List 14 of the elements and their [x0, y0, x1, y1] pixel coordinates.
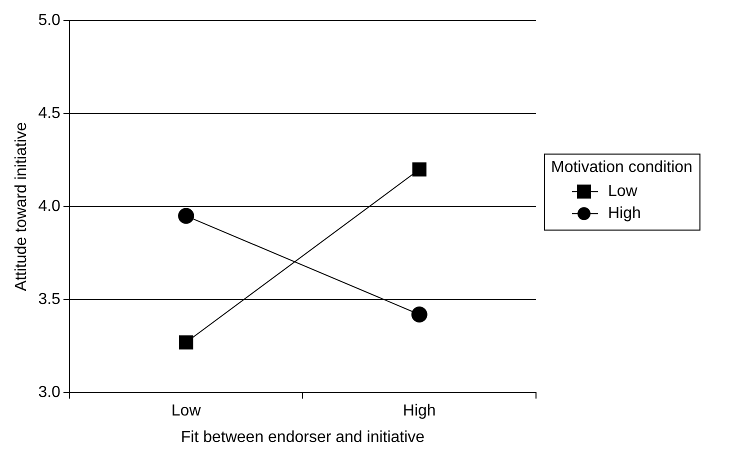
point	[178, 208, 194, 224]
x-axis-title: Fit between endorser and initiative	[180, 428, 425, 446]
point	[179, 335, 194, 350]
y-tick-label: 3.0	[38, 384, 61, 402]
point	[412, 162, 426, 176]
legend-label: High	[608, 205, 641, 222]
y-axis-title: Attitude toward initiative	[13, 122, 30, 292]
legend-title: Motivation condition	[551, 159, 692, 176]
y-tick-label: 4.0	[38, 198, 61, 216]
y-tick-label: 4.5	[38, 105, 61, 122]
y-tick-label: 3.5	[38, 291, 61, 308]
y-tick-label: 5.0	[38, 12, 61, 30]
legend-label: Low	[608, 183, 638, 200]
point	[411, 306, 428, 322]
